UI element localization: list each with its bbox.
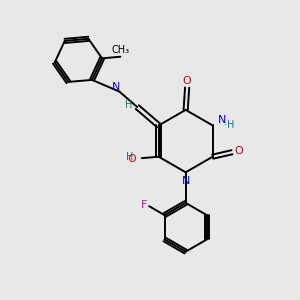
Text: H: H <box>126 152 134 162</box>
Text: O: O <box>183 76 191 86</box>
Text: ·H: ·H <box>224 120 235 130</box>
Text: CH₃: CH₃ <box>111 45 130 55</box>
Text: H: H <box>124 100 132 110</box>
Text: O: O <box>234 146 243 156</box>
Text: ·O: ·O <box>126 154 137 164</box>
Text: N: N <box>112 82 120 92</box>
Text: N: N <box>218 115 227 125</box>
Text: F: F <box>141 200 147 210</box>
Text: N: N <box>182 176 190 186</box>
